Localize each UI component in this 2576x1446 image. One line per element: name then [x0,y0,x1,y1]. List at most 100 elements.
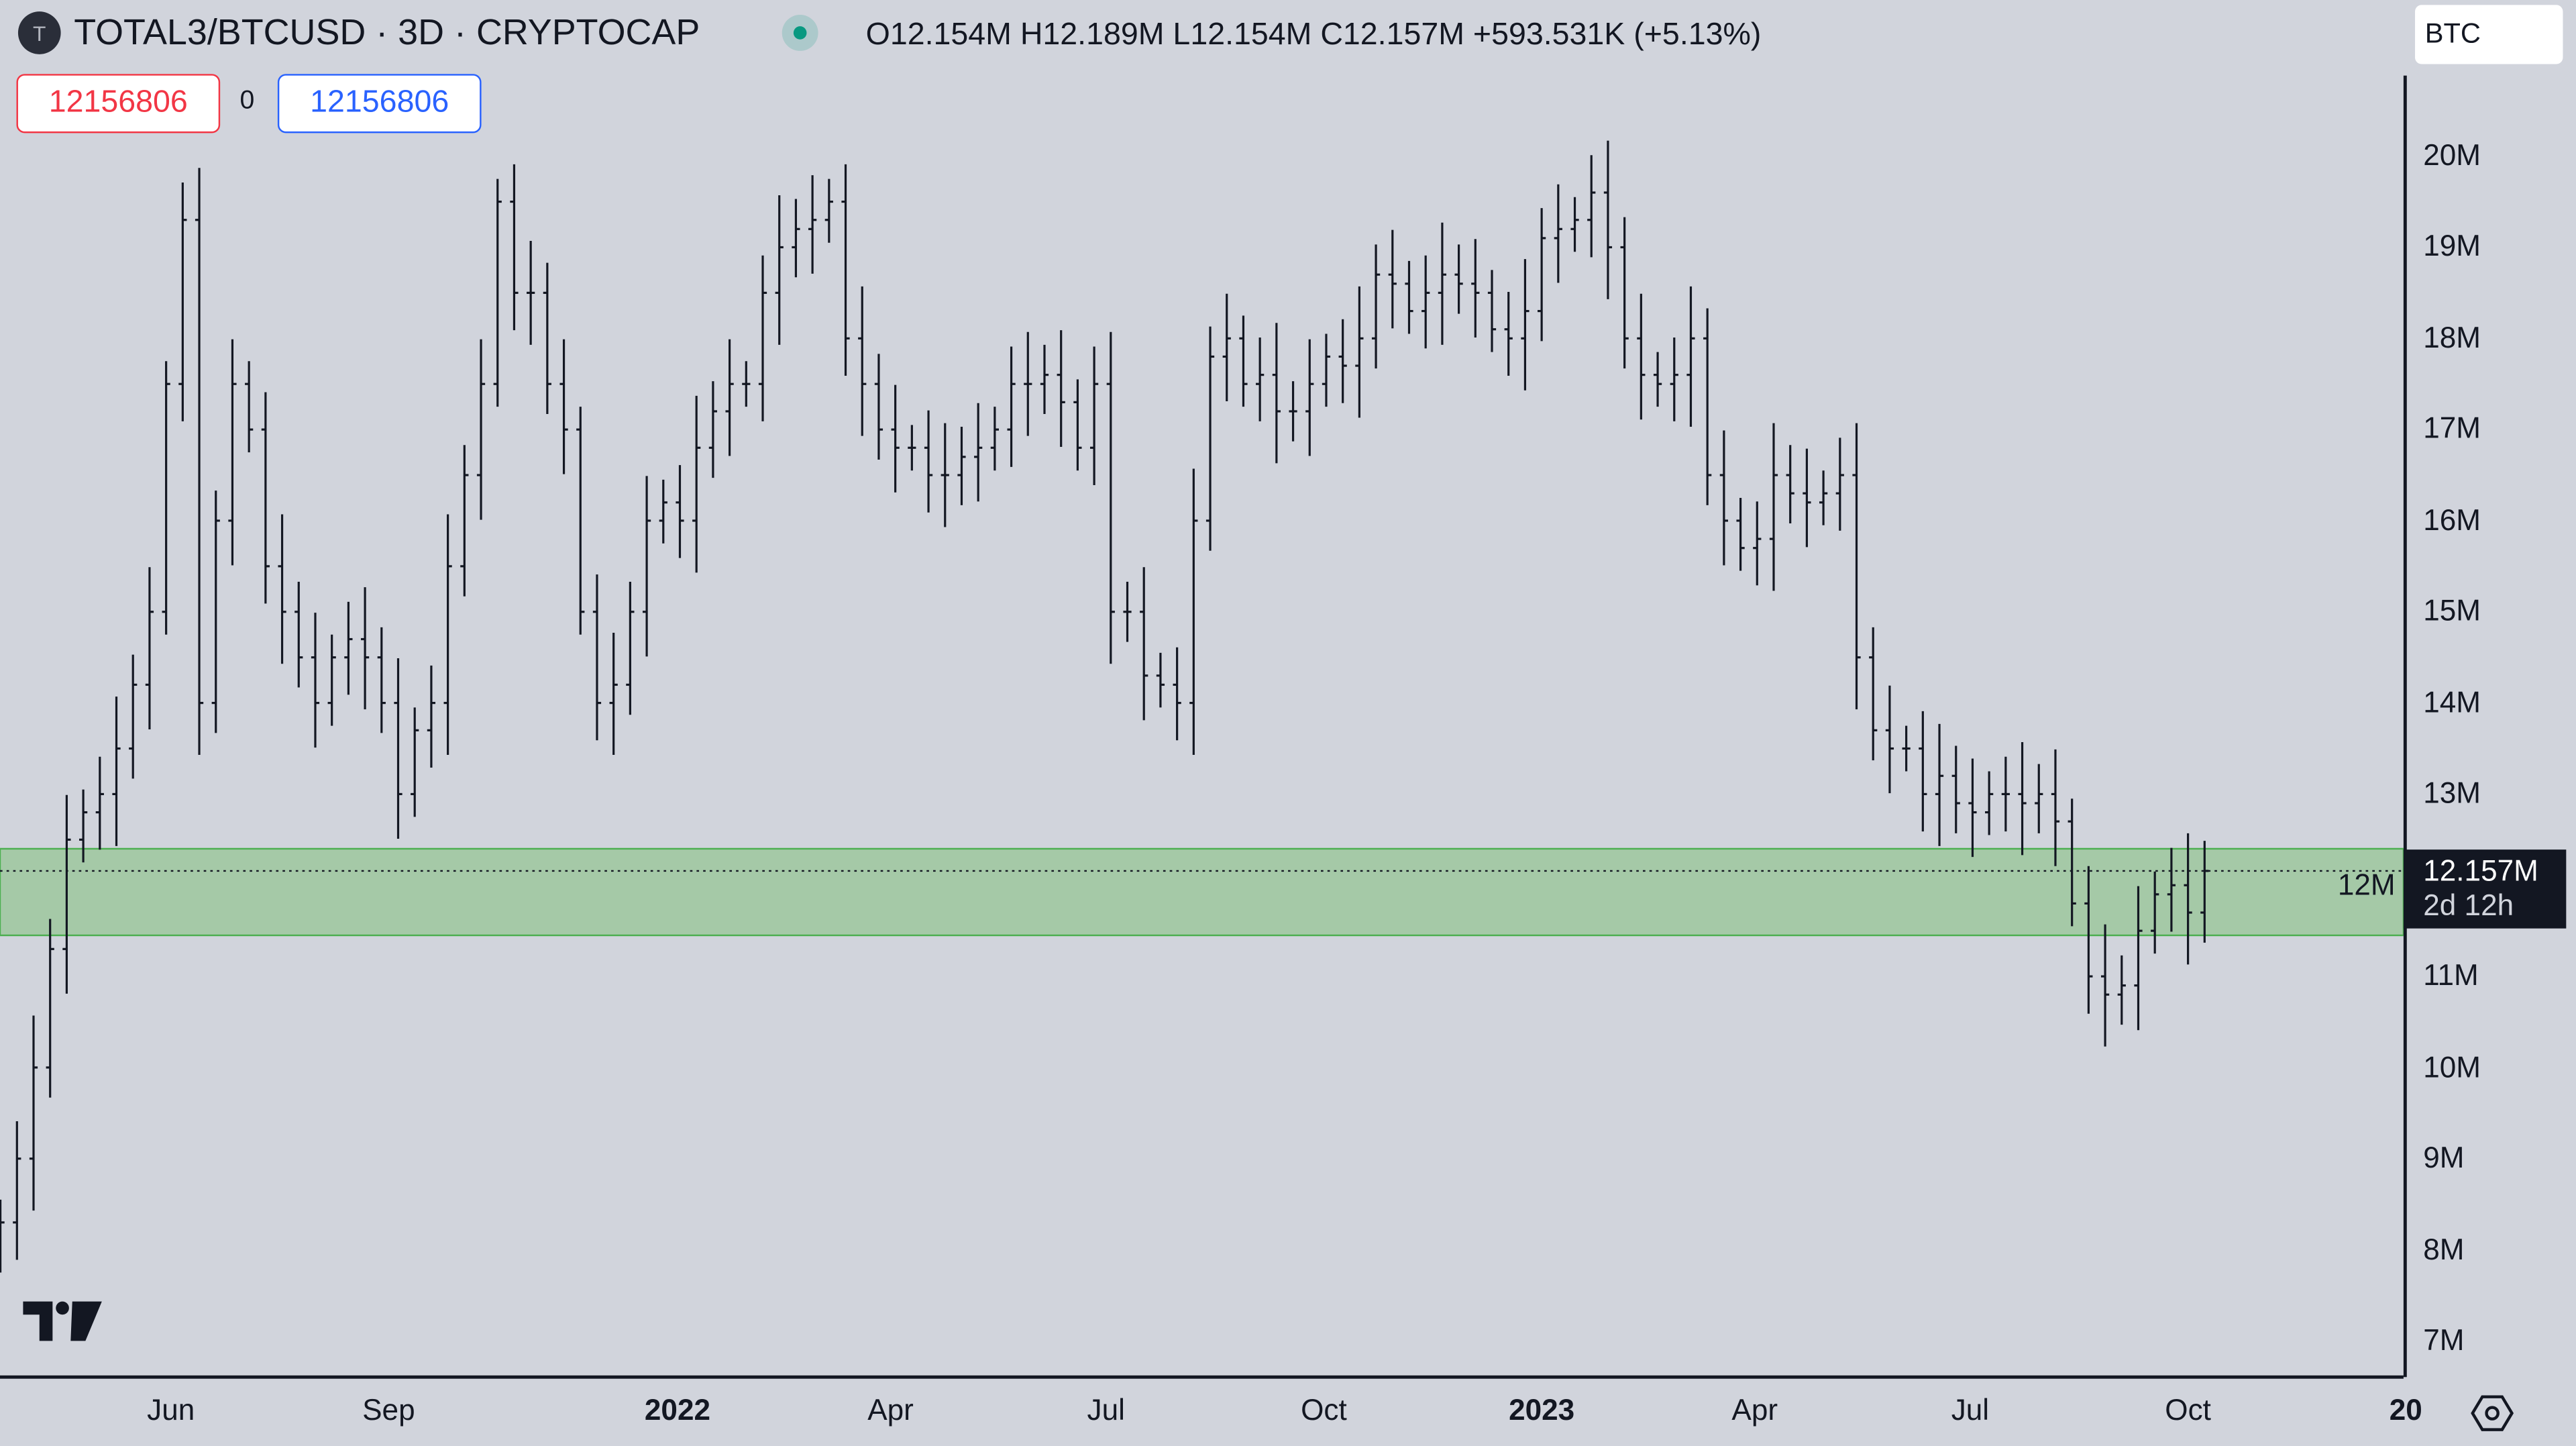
ohlc-bar [0,1199,5,1273]
ohlc-bar [2167,847,2176,932]
ohlc-bar [708,381,718,478]
bar-countdown: 2d 12h [2423,888,2514,922]
ohlc-bar [1504,292,1513,376]
ohlc-bar [1670,337,1678,421]
ohlc-bar [228,339,237,566]
ohlc-bar [510,164,519,331]
ohlc-bar [592,574,602,741]
ohlc-bar [642,476,651,657]
ohlc-bar [1587,155,1596,258]
ohlc-bar [1471,239,1480,338]
ohlc-bar [808,175,817,274]
price-tick-label: 10M [2423,1050,2481,1084]
ohlc-bar [1454,244,1463,314]
ohlc-bar [2117,955,2126,1025]
time-tick-label: 2022 [644,1393,710,1427]
price-plot[interactable] [0,0,2404,1376]
ohlc-bar [576,407,585,635]
ohlc-bar [344,601,353,695]
ohlc-bar [1919,711,1927,832]
ohlc-bar [62,794,71,994]
ohlc-bar [1305,339,1314,456]
gear-icon[interactable] [2471,1394,2514,1433]
ohlc-bar [824,178,833,243]
ohlc-bar [1256,337,1265,421]
sell-button[interactable]: 12156806 [16,74,221,134]
ohlc-bar [2151,871,2159,954]
ohlc-bar [1653,352,1662,407]
ohlc-bar [1322,333,1331,407]
ohlc-bar [427,665,436,768]
ohlc-bar [908,425,916,471]
ohlc-bar [1637,293,1646,420]
ohlc-bar [725,339,734,456]
ohlc-bar [178,183,187,421]
ohlc-bar [543,262,551,415]
ohlc-bar [527,240,535,345]
ohlc-bar [1885,685,1894,794]
ohlc-bar [891,384,900,493]
ohlc-bar [2001,756,2010,832]
ohlc-bar [1902,725,1911,772]
ohlc-bar [990,407,999,471]
symbol-title[interactable]: TOTAL3/BTCUSD · 3D · CRYPTOCAP [74,11,700,53]
price-tick-label: 7M [2423,1323,2465,1357]
ohlc-bar [1686,286,1695,427]
spread-value: 0 [239,87,255,115]
ohlc-bar [1935,723,1944,846]
ohlc-bar [2184,833,2192,965]
ohlc-bar [394,658,402,839]
ohlc-bar [974,403,983,502]
ohlc-bar [1852,423,1861,710]
ohlc-bar [1538,208,1546,342]
ohlc-bar [1371,244,1381,369]
ohlc-bar [841,164,850,376]
ohlc-bar [145,567,154,729]
ohlc-bar [1421,255,1430,349]
ohlc-bar [1703,308,1712,505]
ohlc-bar [129,654,138,779]
time-tick-label: Apr [1731,1393,1778,1427]
currency-button[interactable]: BTC [2415,5,2563,64]
ohlc-bar [626,581,635,715]
tradingview-logo-icon[interactable] [23,1298,105,1345]
ohlc-bar [294,581,303,688]
ohlc-bar [476,339,486,520]
price-tick-label: 20M [2423,138,2481,172]
ohlc-bar [443,514,452,756]
ohlc-bar [1007,346,1016,467]
ohlc-bar [941,423,949,527]
ohlc-bar [112,696,121,846]
ohlc-bar [874,354,883,460]
ohlc-bar [29,1015,38,1211]
ohlc-bar [1736,497,1745,571]
symbol-icon: T [17,11,61,54]
buy-button[interactable]: 12156806 [277,74,482,134]
price-tick-label: 11M [2423,959,2479,992]
ohlc-bar [46,919,54,1098]
ohlc-bar [858,286,867,436]
ohlc-bar [1438,222,1447,345]
ohlc-bar [1272,323,1281,464]
ohlc-bar [1786,445,1794,524]
ohlc-bar [1819,470,1828,525]
time-tick-label: 20 [2389,1393,2422,1427]
ohlc-bar [1554,184,1562,283]
support-zone [0,847,2404,937]
ohlc-bar [493,178,502,407]
ohlc-bar [327,634,336,726]
ohlc-bar [1222,293,1231,402]
ohlc-bar [1570,197,1579,252]
ohlc-bar [1388,229,1397,329]
ohlc-bar [278,514,286,664]
ohlc-bar [1803,448,1811,548]
ohlc-bar [957,427,966,505]
market-status-icon [782,15,818,51]
ohlc-bar [676,465,684,558]
time-tick-label: Oct [2165,1393,2211,1427]
price-tick-label: 18M [2423,321,2481,354]
ohlc-bar [1106,331,1115,664]
ohlc-readout: O12.154M H12.189M L12.154M C12.157M +593… [865,17,1762,53]
ohlc-bar [245,361,254,453]
ohlc-bar [2068,798,2076,927]
